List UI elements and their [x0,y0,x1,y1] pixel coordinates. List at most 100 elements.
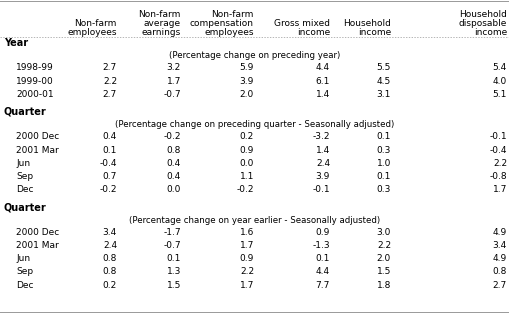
Text: 1.6: 1.6 [240,228,254,237]
Text: 4.5: 4.5 [377,77,391,85]
Text: 7.7: 7.7 [316,280,330,290]
Text: 4.4: 4.4 [316,64,330,72]
Text: disposable: disposable [459,19,507,28]
Text: 2000-01: 2000-01 [16,90,53,99]
Text: 1.7: 1.7 [240,280,254,290]
Text: 0.8: 0.8 [103,254,117,263]
Text: 0.2: 0.2 [240,132,254,141]
Text: Household: Household [459,10,507,19]
Text: 1.8: 1.8 [377,280,391,290]
Text: -0.7: -0.7 [163,90,181,99]
Text: 0.0: 0.0 [166,185,181,194]
Text: 2.2: 2.2 [240,267,254,276]
Text: 1.4: 1.4 [316,90,330,99]
Text: Sep: Sep [16,172,33,181]
Text: 0.8: 0.8 [166,146,181,155]
Text: income: income [474,28,507,37]
Text: 1.0: 1.0 [377,159,391,168]
Text: -1.7: -1.7 [163,228,181,237]
Text: 0.1: 0.1 [377,172,391,181]
Text: 0.1: 0.1 [166,254,181,263]
Text: 2.2: 2.2 [493,159,507,168]
Text: 0.4: 0.4 [103,132,117,141]
Text: 3.4: 3.4 [103,228,117,237]
Text: -0.1: -0.1 [489,132,507,141]
Text: 0.8: 0.8 [493,267,507,276]
Text: Dec: Dec [16,185,34,194]
Text: income: income [297,28,330,37]
Text: 3.2: 3.2 [167,64,181,72]
Text: 2.7: 2.7 [103,64,117,72]
Text: 3.0: 3.0 [377,228,391,237]
Text: 4.0: 4.0 [493,77,507,85]
Text: 1999-00: 1999-00 [16,77,54,85]
Text: 2.0: 2.0 [240,90,254,99]
Text: (Percentage change on year earlier - Seasonally adjusted): (Percentage change on year earlier - Sea… [129,216,380,225]
Text: 2001 Mar: 2001 Mar [16,241,59,250]
Text: 2.2: 2.2 [377,241,391,250]
Text: 4.9: 4.9 [493,254,507,263]
Text: 4.9: 4.9 [493,228,507,237]
Text: 1.4: 1.4 [316,146,330,155]
Text: 1.5: 1.5 [377,267,391,276]
Text: 3.9: 3.9 [316,172,330,181]
Text: 2.4: 2.4 [316,159,330,168]
Text: 2000 Dec: 2000 Dec [16,228,59,237]
Text: 0.9: 0.9 [240,254,254,263]
Text: 0.9: 0.9 [240,146,254,155]
Text: 0.3: 0.3 [377,185,391,194]
Text: 1.1: 1.1 [240,172,254,181]
Text: 4.4: 4.4 [316,267,330,276]
Text: Non-farm: Non-farm [212,10,254,19]
Text: average: average [144,19,181,28]
Text: earnings: earnings [142,28,181,37]
Text: Non-farm: Non-farm [75,19,117,28]
Text: (Percentage change on preceding year): (Percentage change on preceding year) [169,51,340,60]
Text: -0.4: -0.4 [99,159,117,168]
Text: 5.9: 5.9 [240,64,254,72]
Text: 1.3: 1.3 [166,267,181,276]
Text: -0.2: -0.2 [237,185,254,194]
Text: 2000 Dec: 2000 Dec [16,132,59,141]
Text: 0.9: 0.9 [316,228,330,237]
Text: Year: Year [4,38,28,48]
Text: 0.1: 0.1 [103,146,117,155]
Text: 3.4: 3.4 [493,241,507,250]
Text: 5.4: 5.4 [493,64,507,72]
Text: 2.4: 2.4 [103,241,117,250]
Text: 1998-99: 1998-99 [16,64,54,72]
Text: compensation: compensation [190,19,254,28]
Text: -1.3: -1.3 [313,241,330,250]
Text: 1.5: 1.5 [166,280,181,290]
Text: 5.1: 5.1 [493,90,507,99]
Text: 0.3: 0.3 [377,146,391,155]
Text: 0.1: 0.1 [377,132,391,141]
Text: 0.4: 0.4 [167,172,181,181]
Text: -0.4: -0.4 [490,146,507,155]
Text: 6.1: 6.1 [316,77,330,85]
Text: 5.5: 5.5 [377,64,391,72]
Text: Sep: Sep [16,267,33,276]
Text: Dec: Dec [16,280,34,290]
Text: 0.2: 0.2 [103,280,117,290]
Text: 2.2: 2.2 [103,77,117,85]
Text: 3.9: 3.9 [240,77,254,85]
Text: 0.8: 0.8 [103,267,117,276]
Text: -0.8: -0.8 [489,172,507,181]
Text: 1.7: 1.7 [493,185,507,194]
Text: 1.7: 1.7 [166,77,181,85]
Text: employees: employees [205,28,254,37]
Text: Jun: Jun [16,159,30,168]
Text: Jun: Jun [16,254,30,263]
Text: Gross mixed: Gross mixed [274,19,330,28]
Text: 2.0: 2.0 [377,254,391,263]
Text: 0.7: 0.7 [103,172,117,181]
Text: Quarter: Quarter [4,203,47,213]
Text: 0.0: 0.0 [240,159,254,168]
Text: -0.7: -0.7 [163,241,181,250]
Text: 0.1: 0.1 [316,254,330,263]
Text: 3.1: 3.1 [377,90,391,99]
Text: income: income [358,28,391,37]
Text: 2.7: 2.7 [103,90,117,99]
Text: 0.4: 0.4 [167,159,181,168]
